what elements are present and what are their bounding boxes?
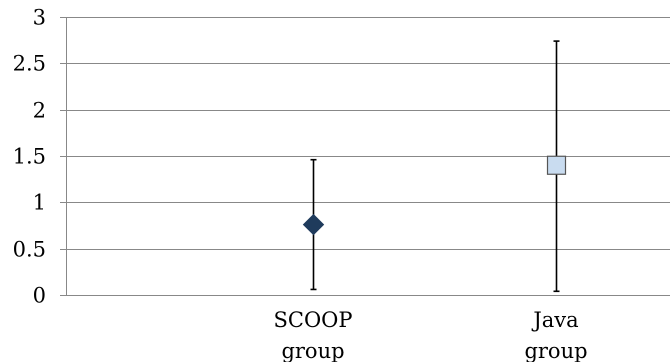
data-markers [302, 155, 567, 236]
x-category-labels: SCOOP group Java group [273, 308, 587, 362]
gridlines [66, 17, 670, 296]
x-category-label: group [281, 339, 344, 362]
error-bars [310, 40, 560, 293]
y-tick-label: 0.5 [13, 238, 46, 262]
x-category-label: SCOOP [273, 308, 352, 332]
y-tick-label: 3 [33, 6, 46, 30]
y-tick-label: 2 [33, 99, 46, 123]
x-category-label: group [524, 339, 587, 362]
diamond-marker [302, 213, 325, 236]
y-axis [60, 17, 67, 296]
square-marker [546, 155, 567, 175]
y-tick-label: 0 [33, 284, 46, 308]
y-tick-label: 1.5 [13, 145, 46, 169]
y-tick-labels: 0 0.5 1 1.5 2 2.5 3 [13, 6, 46, 308]
x-category-label: Java [531, 308, 578, 332]
y-tick-label: 1 [33, 191, 46, 215]
y-tick-label: 2.5 [13, 52, 46, 76]
